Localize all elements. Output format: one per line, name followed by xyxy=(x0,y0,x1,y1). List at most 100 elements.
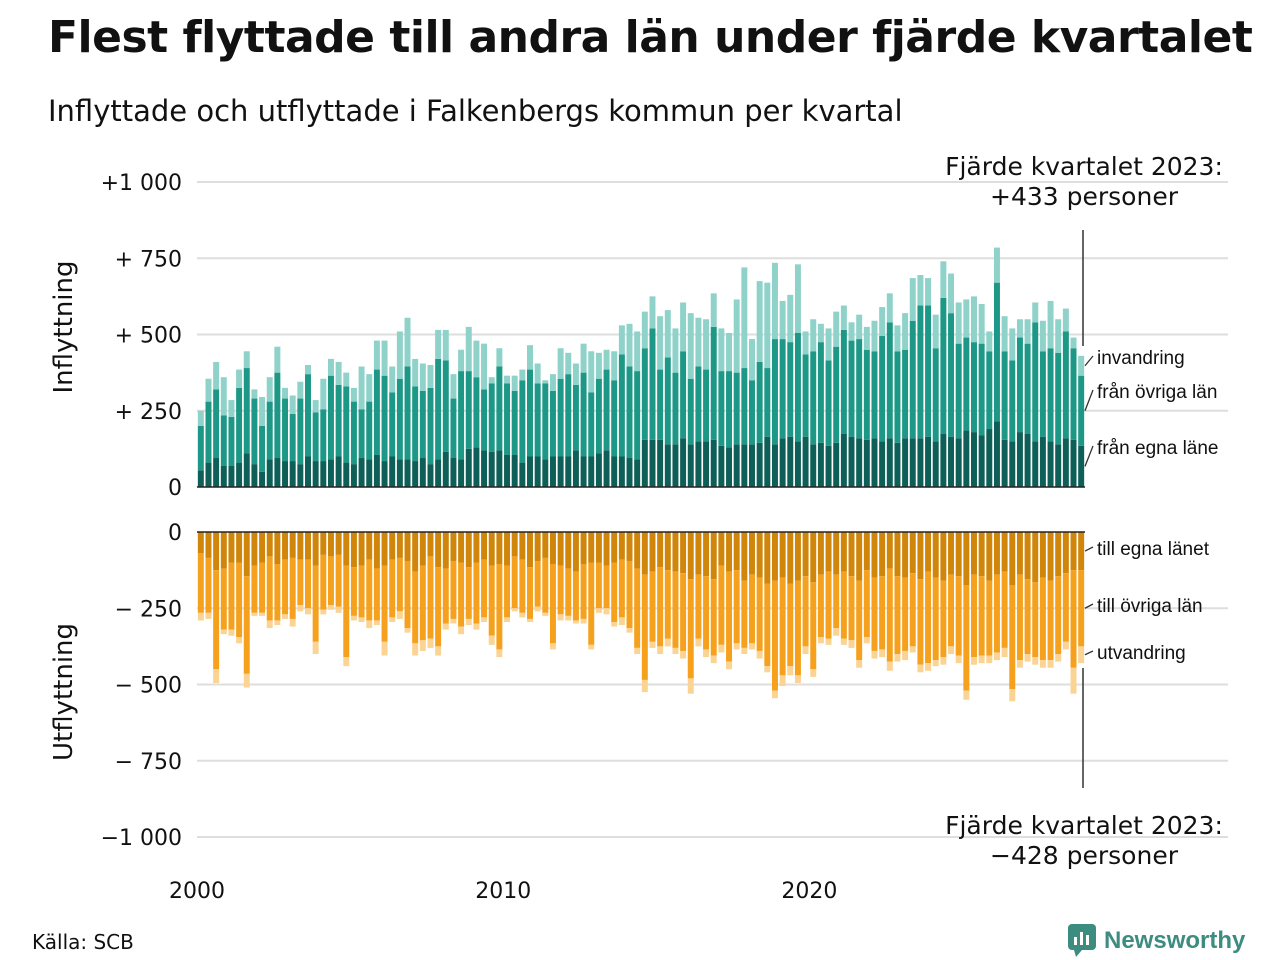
utflyttning-axis-title: Utflyttning xyxy=(49,623,79,761)
bar-in_local xyxy=(856,438,863,487)
bar-out_other xyxy=(236,562,243,638)
bar-out_emigration xyxy=(488,635,495,645)
series-label-leader xyxy=(1084,546,1094,552)
bar-in_immigration xyxy=(971,296,977,343)
bar-in_immigration xyxy=(986,331,993,352)
inflyttning-y-tick-label: 0 xyxy=(168,476,182,501)
bar-in_other xyxy=(381,375,388,462)
bar-in_other xyxy=(917,305,924,439)
bar-in_immigration xyxy=(504,375,511,384)
bar-in_immigration xyxy=(243,351,250,369)
bar-in_other xyxy=(412,386,419,462)
bar-out_emigration xyxy=(955,655,962,664)
bar-out_other xyxy=(389,559,396,618)
bar-out_emigration xyxy=(718,644,725,653)
bar-in_local xyxy=(894,442,901,487)
bar-in_other xyxy=(817,342,824,443)
bar-in_other xyxy=(572,384,579,451)
bar-out_other xyxy=(588,562,595,645)
bar-out_other xyxy=(197,553,204,613)
bar-in_local xyxy=(527,456,533,487)
bar-in_local xyxy=(733,444,740,487)
bar-out_emigration xyxy=(817,637,824,644)
bar-out_emigration xyxy=(848,640,855,648)
bar-in_immigration xyxy=(488,377,495,384)
bar-in_other xyxy=(274,372,281,459)
bar-out_local xyxy=(879,532,886,577)
bar-out_other xyxy=(618,559,625,618)
bar-out_emigration xyxy=(703,649,710,658)
bar-in_immigration xyxy=(343,372,350,387)
bar-out_other xyxy=(534,560,541,607)
bar-out_other xyxy=(664,570,671,639)
bar-out_local xyxy=(618,532,625,560)
bar-in_local xyxy=(1016,432,1023,487)
utflyttning-y-tick-label: − 250 xyxy=(115,597,182,622)
bar-out_other xyxy=(863,570,870,638)
bar-out_emigration xyxy=(588,644,595,650)
bar-out_local xyxy=(1070,532,1077,571)
bar-in_immigration xyxy=(641,311,648,349)
bar-out_other xyxy=(527,567,533,619)
bar-in_immigration xyxy=(527,345,533,370)
bar-in_immigration xyxy=(419,363,426,391)
bar-out_other xyxy=(1062,573,1069,642)
bar-in_immigration xyxy=(1070,337,1077,349)
bar-out_local xyxy=(932,532,939,578)
bar-in_immigration xyxy=(549,374,556,391)
bar-in_other xyxy=(496,366,503,451)
bar-in_other xyxy=(848,340,855,437)
bar-out_emigration xyxy=(243,673,250,688)
bar-in_immigration xyxy=(197,410,204,426)
bar-in_immigration xyxy=(680,302,687,352)
bar-out_local xyxy=(833,532,840,575)
bar-out_local xyxy=(504,532,511,566)
bar-in_local xyxy=(1055,444,1062,487)
bar-in_other xyxy=(220,415,227,466)
bar-in_other xyxy=(756,361,763,443)
bar-out_emigration xyxy=(1070,667,1077,694)
bar-in_other xyxy=(312,412,319,462)
bar-in_other xyxy=(779,339,786,439)
bar-in_local xyxy=(565,456,572,487)
bar-in_immigration xyxy=(886,293,893,323)
bar-in_local xyxy=(549,456,556,487)
bar-out_emigration xyxy=(909,646,916,653)
bar-in_local xyxy=(236,462,243,487)
bar-in_immigration xyxy=(389,366,396,393)
bar-in_local xyxy=(779,438,786,487)
bar-out_other xyxy=(802,576,809,647)
bar-out_emigration xyxy=(205,612,212,619)
bar-out_emigration xyxy=(259,612,266,616)
bar-out_emigration xyxy=(664,638,671,647)
bar-in_local xyxy=(251,464,258,488)
bar-in_other xyxy=(833,346,840,443)
bar-in_other xyxy=(955,343,962,439)
bar-out_local xyxy=(871,532,878,578)
bar-out_other xyxy=(932,577,939,661)
bar-out_emigration xyxy=(389,617,396,622)
bar-in_immigration xyxy=(863,326,870,350)
bar-out_other xyxy=(1047,580,1054,661)
bar-out_emigration xyxy=(810,669,817,677)
bar-out_other xyxy=(266,556,273,621)
bar-out_other xyxy=(504,565,511,618)
bar-out_other xyxy=(427,556,434,639)
bar-out_other xyxy=(549,564,556,644)
bar-out_emigration xyxy=(993,652,1000,661)
bar-in_local xyxy=(626,458,633,487)
bar-out_local xyxy=(718,532,725,566)
bar-out_local xyxy=(802,532,809,577)
bar-out_local xyxy=(381,532,388,566)
bar-in_local xyxy=(917,438,924,487)
bar-in_other xyxy=(205,401,212,463)
bar-in_other xyxy=(687,378,694,445)
bar-out_other xyxy=(343,565,350,658)
bar-in_other xyxy=(213,389,220,459)
bar-in_other xyxy=(243,368,250,454)
bar-out_emigration xyxy=(1016,660,1023,668)
bar-out_other xyxy=(649,571,656,642)
bar-in_immigration xyxy=(603,349,610,370)
bar-in_other xyxy=(488,383,495,452)
bar-in_immigration xyxy=(442,329,449,361)
